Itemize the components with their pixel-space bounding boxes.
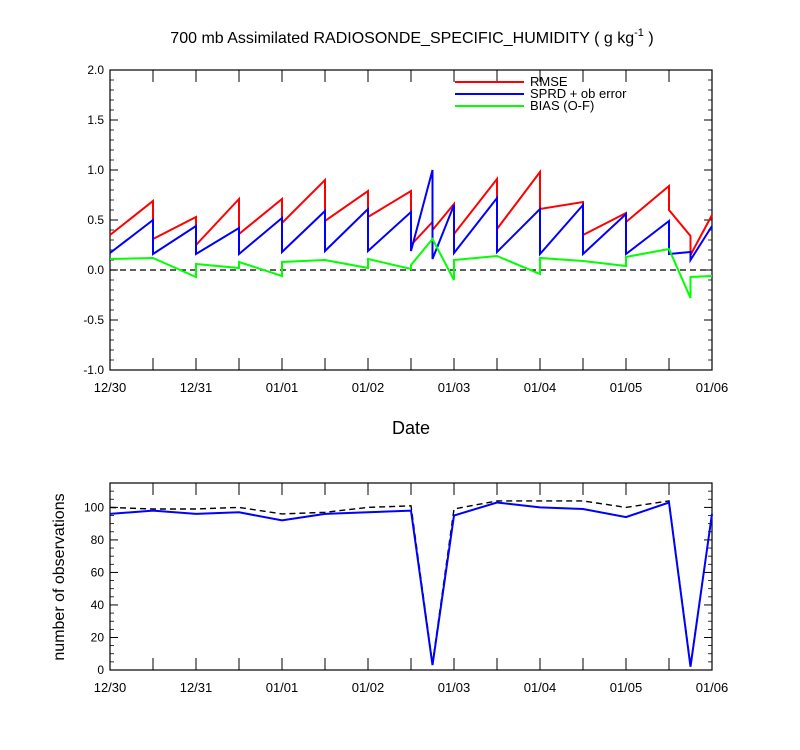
bottom-y-axis-label: number of observations (51, 493, 68, 660)
legend-label: SPRD + ob error (530, 86, 627, 101)
title-main: 700 mb Assimilated RADIOSONDE_SPECIFIC_H… (170, 30, 634, 47)
top-x-axis: 12/30 12/31 01/01 01/02 01/03 01/04 01/05 01/06 (94, 70, 729, 395)
bottom-series-line-solid-1 (109, 501, 713, 667)
top-x-tick-label: 12/30 (94, 380, 127, 395)
legend-label: BIAS (O-F) (530, 98, 594, 113)
top-x-tick-label: 01/02 (352, 380, 385, 395)
title-superscript: -1 (634, 27, 644, 39)
top-y-tick-label: 0.5 (87, 213, 104, 227)
legend-label: RMSE (530, 74, 568, 89)
top-x-tick-label: 01/01 (266, 380, 299, 395)
top-y-tick-label: -0.5 (83, 313, 104, 327)
bottom-x-tick-label: 01/05 (610, 680, 643, 695)
bottom-y-tick-label: 60 (91, 565, 105, 579)
top-y-axis: -1.0 -0.5 0.0 0.5 1.0 1.5 2.0 (83, 63, 712, 377)
top-y-tick-label: 2.0 (87, 63, 104, 77)
bottom-x-tick-label: 12/31 (180, 680, 213, 695)
top-x-tick-label: 01/05 (610, 380, 643, 395)
bottom-y-tick-label: 0 (97, 663, 104, 677)
top-x-tick-label: 01/03 (438, 380, 471, 395)
top-y-tick-label: -1.0 (83, 363, 104, 377)
bottom-y-tick-label: 100 (84, 500, 104, 514)
top-x-tick-label: 01/06 (696, 380, 729, 395)
bottom-y-tick-label: 40 (91, 598, 105, 612)
bottom-x-tick-label: 01/01 (266, 680, 299, 695)
bottom-x-tick-label: 01/06 (696, 680, 729, 695)
bottom-x-tick-label: 01/03 (438, 680, 471, 695)
bottom-x-tick-label: 01/04 (524, 680, 557, 695)
top-series-line-sprd-ob-error (109, 169, 713, 264)
bottom-y-axis: 0 20 40 60 80 100 (84, 482, 712, 677)
bottom-x-tick-label: 01/02 (352, 680, 385, 695)
bottom-x-axis: 12/30 12/31 01/01 01/02 01/03 01/04 01/05 01/06 (94, 483, 729, 695)
top-plot: -1.0 -0.5 0.0 0.5 1.0 1.5 2.0 12/30 12/31 01/01 0… (83, 63, 728, 395)
top-series-group (109, 169, 713, 299)
x-axis-label: Date (392, 418, 430, 438)
chart-title: 700 mb Assimilated RADIOSONDE_SPECIFIC_H… (170, 27, 653, 47)
top-y-tick-label: 1.0 (87, 163, 104, 177)
top-y-tick-label: 1.5 (87, 113, 104, 127)
title-end: ) (644, 30, 654, 47)
bottom-x-tick-label: 12/30 (94, 680, 127, 695)
bottom-y-tick-label: 80 (91, 533, 105, 547)
top-y-tick-label: 0.0 (87, 263, 104, 277)
top-x-tick-label: 01/04 (524, 380, 557, 395)
bottom-series-group (109, 500, 713, 667)
top-x-tick-label: 12/31 (180, 380, 213, 395)
top-series-line-bias-o-f (109, 237, 713, 299)
bottom-series-line-dashed-0 (109, 500, 713, 666)
bottom-y-tick-label: 20 (91, 630, 105, 644)
bottom-plot: 0 20 40 60 80 100 12/30 12/31 01/01 01/02 01/03 01… (84, 482, 729, 695)
